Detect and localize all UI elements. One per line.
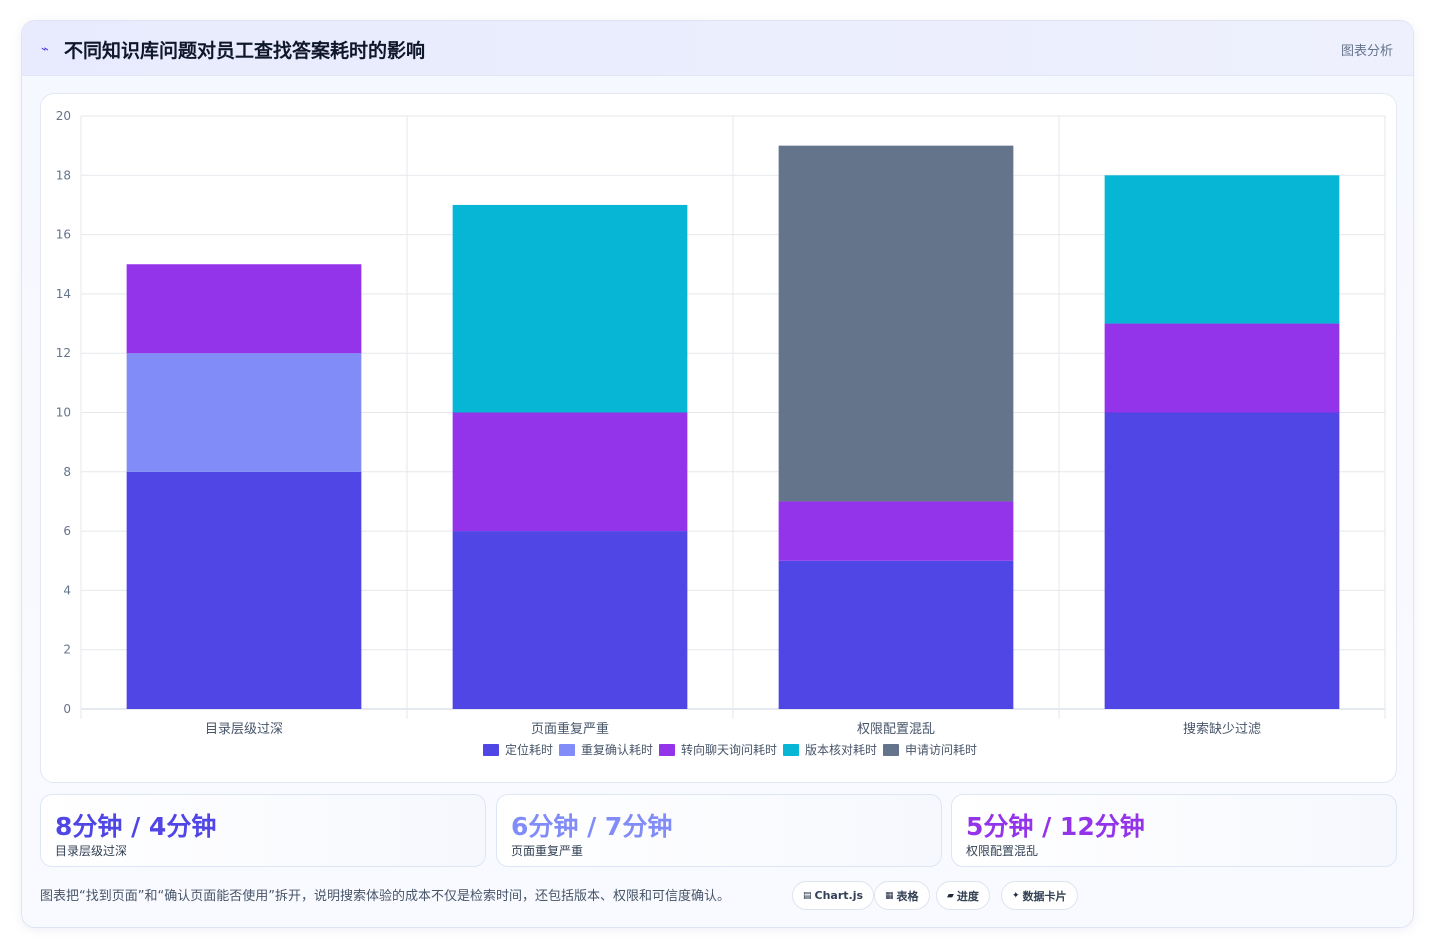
pill-chartjs[interactable]: ▤ Chart.js <box>792 881 875 910</box>
stat-card-1: 8分钟 / 4分钟 目录层级过深 <box>40 794 486 867</box>
progress-icon: ▰ <box>947 890 954 901</box>
legend-label: 重复确认耗时 <box>581 743 653 757</box>
bar-segment <box>452 412 688 532</box>
pill-label: 进度 <box>956 889 979 903</box>
chart-panel: 0 2 4 6 8 10 12 14 16 18 20 目录层级过深 页面重复严重 权限配置混乱 搜索缺少过… <box>40 93 1397 783</box>
table-icon: ▦ <box>885 890 894 901</box>
chart-icon: ▤ <box>803 890 812 901</box>
card-header: ⌁ 不同知识库问题对员工查找答案耗时的影响 图表分析 <box>22 21 1413 76</box>
legend-label: 定位耗时 <box>505 742 553 757</box>
stat-label: 目录层级过深 <box>55 844 128 858</box>
pill-table[interactable]: ▦ 表格 <box>874 881 930 910</box>
chart-card: ⌁ 不同知识库问题对员工查找答案耗时的影响 图表分析 0 2 4 6 8 10 12 14 16… <box>21 20 1414 928</box>
stacked-bar-chart: 0 2 4 6 8 10 12 14 16 18 20 目录层级过深 页面重复严重 权限配置混乱 搜索缺少过… <box>56 109 1386 757</box>
pill-progress[interactable]: ▰ 进度 <box>936 881 990 910</box>
y-tick-label: 0 <box>63 702 71 716</box>
bar-segment <box>126 264 362 354</box>
stat-label: 页面重复严重 <box>511 844 584 858</box>
stat-card-3: 5分钟 / 12分钟 权限配置混乱 <box>951 794 1397 867</box>
pill-label: 数据卡片 <box>1022 889 1067 903</box>
legend-label: 版本核对耗时 <box>805 743 877 757</box>
bar-segment <box>1104 412 1340 709</box>
x-tick-label: 目录层级过深 <box>205 722 283 737</box>
y-tick-label: 16 <box>56 228 71 242</box>
header-tag: 图表分析 <box>1340 44 1393 59</box>
bar-segment <box>1104 175 1340 324</box>
sparkle-icon: ✦ <box>1012 890 1020 901</box>
stat-label: 权限配置混乱 <box>966 844 1039 858</box>
pill-data-card[interactable]: ✦ 数据卡片 <box>1001 881 1078 910</box>
bar-segment <box>452 204 688 413</box>
x-tick-label: 页面重复严重 <box>531 721 609 737</box>
y-tick-label: 6 <box>63 524 71 538</box>
bar-segment <box>126 471 362 709</box>
stat-card-2: 6分钟 / 7分钟 页面重复严重 <box>496 794 942 867</box>
legend-swatch <box>883 744 899 756</box>
legend-swatch <box>559 744 575 756</box>
y-tick-label: 2 <box>63 643 71 657</box>
bar-segment <box>1104 323 1340 413</box>
bar-segment <box>778 145 1014 502</box>
y-tick-label: 18 <box>56 168 71 182</box>
stat-value: 5分钟 / 12分钟 <box>966 812 1145 841</box>
legend-label: 申请访问耗时 <box>905 743 977 757</box>
x-tick-label: 搜索缺少过滤 <box>1183 722 1261 737</box>
legend-swatch <box>483 744 499 756</box>
pill-label: Chart.js <box>814 889 864 902</box>
bar-segment <box>126 353 362 472</box>
y-tick-label: 4 <box>63 583 71 597</box>
legend-swatch <box>659 744 675 756</box>
pill-label: 表格 <box>896 889 919 903</box>
x-tick-label: 权限配置混乱 <box>857 721 935 737</box>
y-tick-label: 12 <box>56 346 71 360</box>
bar-segment <box>452 531 688 709</box>
stat-value: 8分钟 / 4分钟 <box>55 812 217 841</box>
stat-value: 6分钟 / 7分钟 <box>511 812 673 841</box>
bar-segment <box>778 560 1014 709</box>
page-title: 不同知识库问题对员工查找答案耗时的影响 <box>64 40 426 62</box>
y-tick-label: 20 <box>56 109 71 123</box>
legend-swatch <box>783 744 799 756</box>
chart-line-icon: ⌁ <box>41 42 49 57</box>
legend-label: 转向聊天询问耗时 <box>681 742 777 757</box>
bar-segment <box>778 501 1014 561</box>
y-tick-label: 14 <box>56 287 71 301</box>
chart-note: 图表把“找到页面”和“确认页面能否使用”拆开，说明搜索体验的成本不仅是检索时间，… <box>40 889 730 904</box>
y-tick-label: 10 <box>56 406 71 420</box>
y-tick-label: 8 <box>63 465 71 479</box>
